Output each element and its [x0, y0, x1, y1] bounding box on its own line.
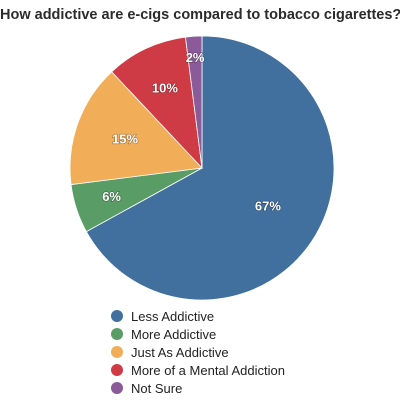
legend-item-more-addictive: More Addictive: [111, 325, 285, 343]
legend-marker-more-addictive: [111, 328, 123, 340]
legend-label-not-sure: Not Sure: [131, 380, 183, 396]
chart-title: How addictive are e-cigs compared to tob…: [0, 7, 400, 23]
legend-marker-not-sure: [111, 382, 123, 394]
pie-data-labels: 67% 6% 15% 10% 2%: [102, 50, 282, 214]
chart-legend: Less Addictive More Addictive Just As Addi…: [111, 307, 285, 397]
pie-slice-just-as-addictive: [69, 71, 203, 185]
legend-item-more-of-a-mental-addiction: More of a Mental Addiction: [111, 361, 285, 379]
pie-slice-not-sure: [185, 35, 203, 169]
data-label-just-as-addictive: 15%: [112, 132, 138, 147]
data-label-more-of-a-mental-addiction: 10%: [152, 81, 178, 96]
legend-item-just-as-addictive: Just As Addictive: [111, 343, 285, 361]
legend-label-less-addictive: Less Addictive: [131, 308, 215, 324]
legend-marker-less-addictive: [111, 310, 123, 322]
legend-marker-just-as-addictive: [111, 346, 123, 358]
data-label-more-addictive: 6%: [102, 189, 121, 204]
legend-marker-more-of-a-mental-addiction: [111, 364, 123, 376]
legend-label-more-of-a-mental-addiction: More of a Mental Addiction: [131, 362, 285, 378]
pie-slice-more-of-a-mental-addiction: [111, 36, 203, 170]
legend-item-less-addictive: Less Addictive: [111, 307, 285, 325]
pie-chart: 67% 6% 15% 10% 2%: [69, 35, 335, 300]
data-label-less-addictive: 67%: [255, 198, 281, 213]
data-label-not-sure: 2%: [186, 50, 205, 65]
pie-slice-less-addictive: [85, 35, 335, 300]
legend-label-just-as-addictive: Just As Addictive: [131, 344, 229, 360]
legend-item-not-sure: Not Sure: [111, 379, 285, 397]
legend-label-more-addictive: More Addictive: [131, 326, 217, 342]
pie-slices: [69, 35, 335, 300]
